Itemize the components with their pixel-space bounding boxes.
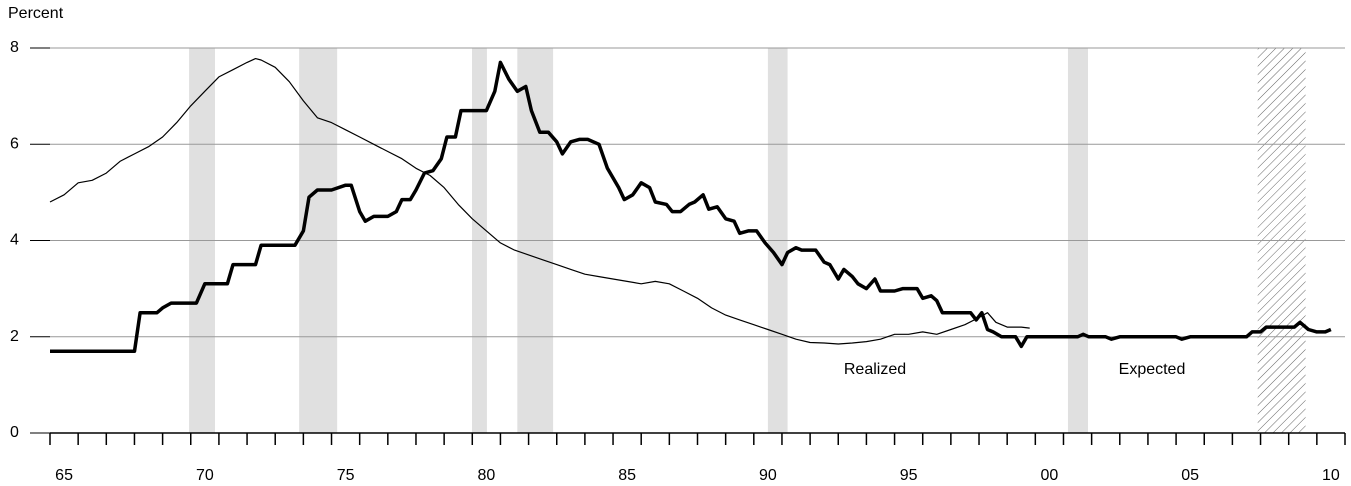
y-tick-label: 6 (10, 135, 19, 152)
x-tick-label: 85 (618, 467, 636, 484)
x-tick-label: 75 (337, 467, 355, 484)
series-line (49, 58, 1030, 345)
y-tick-label: 4 (10, 232, 19, 249)
y-tick-label: 0 (10, 424, 19, 441)
x-tick-label: 95 (900, 467, 918, 484)
series-label: Realized (844, 361, 906, 378)
x-tick-label: 00 (1041, 467, 1059, 484)
y-tick-label: 8 (10, 39, 19, 56)
x-tick-label: 05 (1181, 467, 1199, 484)
x-tick-label: 70 (196, 467, 214, 484)
series-label: Expected (1119, 361, 1186, 378)
x-tick-label: 10 (1322, 467, 1340, 484)
y-tick-label: 2 (10, 328, 19, 345)
series-line (50, 60, 1332, 353)
x-tick-label: 90 (759, 467, 777, 484)
y-axis-label: Percent (8, 5, 64, 22)
x-tick-label: 65 (55, 467, 73, 484)
x-tick-label: 80 (477, 467, 495, 484)
